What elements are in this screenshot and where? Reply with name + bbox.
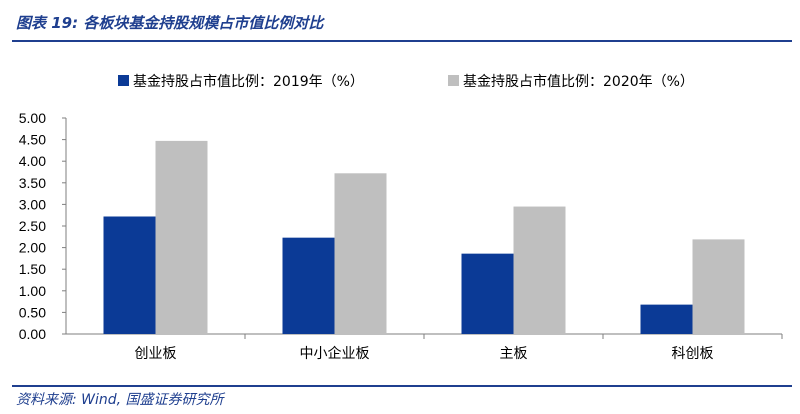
bar-2020	[513, 206, 566, 334]
bar-2019	[282, 237, 335, 334]
y-tick-label: 5.00	[19, 110, 46, 126]
figure-title: 图表 19: 各板块基金持股规模占市值比例对比	[16, 14, 324, 32]
bar-chart: 0.00 0.50 1.00 1.50 2.00 2.50 3.00 3.50 4.00 4.50…	[19, 73, 783, 362]
y-tick-label: 4.50	[19, 132, 46, 148]
bar-2019	[103, 216, 156, 334]
header-rule	[12, 40, 792, 42]
bar-2019	[640, 304, 693, 334]
legend-swatch-2020	[448, 75, 459, 86]
source-note: 资料来源: Wind, 国盛证券研究所	[16, 392, 224, 408]
bar-2020	[334, 173, 387, 334]
y-tick-label: 2.50	[19, 218, 46, 234]
y-tick-label: 2.00	[19, 240, 46, 256]
bar-2020	[692, 239, 745, 334]
figure-header: 图表 19: 各板块基金持股规模占市值比例对比	[0, 0, 800, 44]
y-tick-label: 1.50	[19, 261, 46, 277]
y-tick-label: 0.50	[19, 304, 46, 320]
category-label: 科创板	[672, 346, 714, 362]
y-tick-label: 3.50	[19, 175, 46, 191]
category-label: 中小企业板	[300, 345, 370, 362]
bar-2019	[461, 253, 514, 334]
y-tick-label: 1.00	[19, 283, 46, 299]
legend-label-2019: 基金持股占市值比例：2019年（%）	[133, 73, 364, 90]
footer-rule	[12, 385, 792, 387]
y-tick-label: 4.00	[19, 153, 46, 169]
legend-swatch-2019	[118, 75, 129, 86]
y-tick-label: 0.00	[19, 326, 46, 342]
category-label: 主板	[500, 346, 528, 362]
y-tick-label: 3.00	[19, 196, 46, 212]
legend-label-2020: 基金持股占市值比例：2020年（%）	[463, 73, 694, 90]
bar-2020	[155, 140, 208, 334]
category-label: 创业板	[135, 346, 177, 362]
